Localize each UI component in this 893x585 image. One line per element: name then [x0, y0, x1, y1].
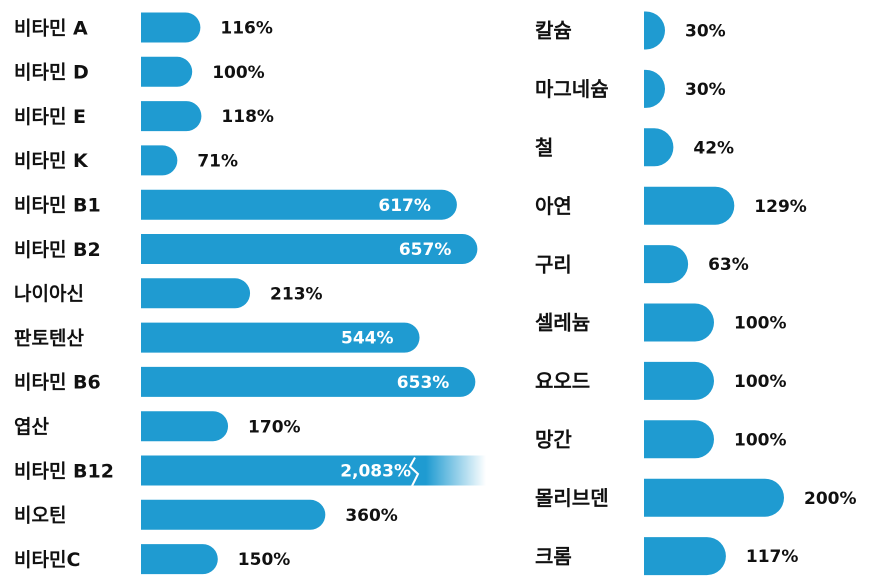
category-label: 셀레늄 [535, 311, 590, 335]
value-label: 129% [754, 197, 807, 217]
bar [141, 101, 202, 132]
category-label: 구리 [535, 252, 572, 276]
value-label: 360% [345, 506, 398, 526]
bar [644, 478, 784, 517]
category-label: 아연 [535, 194, 572, 218]
bar [644, 128, 674, 167]
bar [644, 245, 689, 284]
bar [141, 278, 251, 309]
category-label: 비타민 B1 [14, 195, 101, 217]
value-label: 657% [399, 240, 452, 260]
value-label: 617% [378, 196, 431, 216]
bar [141, 455, 426, 486]
category-label: 칼슘 [535, 19, 572, 43]
axis-break-mark [408, 457, 420, 487]
value-label: 213% [270, 284, 323, 304]
value-label: 63% [708, 255, 749, 275]
value-label: 653% [397, 373, 450, 393]
category-label: 철 [535, 136, 553, 160]
category-label: 엽산 [14, 416, 49, 438]
bar [141, 56, 193, 87]
bar [141, 499, 326, 530]
category-label: 몰리브덴 [535, 486, 609, 510]
bar-fade [426, 455, 486, 486]
value-label: 71% [197, 152, 238, 172]
category-label: 판토텐산 [14, 327, 84, 349]
value-label: 170% [248, 417, 301, 437]
value-label: 118% [221, 107, 274, 127]
value-label: 200% [804, 489, 857, 509]
value-label: 100% [212, 63, 265, 83]
bar [644, 69, 665, 108]
value-label: 544% [341, 329, 394, 349]
category-label: 비타민 D [14, 62, 89, 84]
bar [644, 11, 665, 50]
category-label: 비타민 A [14, 17, 88, 39]
value-label: 30% [685, 80, 726, 100]
bar [141, 234, 478, 264]
minerals-panel: 칼슘 30% 마그네슘 30% 철 42% 아연 129% 구리 63% 셀레늄 100% 요오드 100… [535, 11, 857, 576]
bar [644, 186, 735, 225]
category-label: 비타민C [14, 549, 80, 571]
bar [644, 303, 714, 342]
value-label: 100% [734, 430, 787, 450]
bar [141, 411, 229, 442]
category-label: 비오틴 [14, 505, 66, 527]
vitamins-panel: 비타민 A 116% 비타민 D 100% 비타민 E 118% 비타민 K 71% 비타민 B… [14, 12, 486, 575]
bar [141, 145, 178, 176]
bar [141, 366, 476, 397]
category-label: 비타민 B2 [14, 239, 101, 261]
category-label: 크롬 [535, 544, 572, 568]
value-label: 2,083% [340, 462, 411, 482]
bar [141, 322, 420, 353]
category-label: 비타민 B12 [14, 460, 114, 482]
category-label: 비타민 B6 [14, 372, 101, 394]
value-label: 100% [734, 372, 787, 392]
value-label: 30% [685, 22, 726, 42]
value-label: 42% [693, 138, 734, 158]
value-label: 150% [238, 550, 291, 570]
category-label: 나이아신 [14, 283, 84, 305]
bar [644, 537, 726, 576]
bar [141, 12, 201, 43]
value-label: 100% [734, 314, 787, 334]
category-label: 망간 [535, 428, 572, 452]
category-label: 비타민 K [14, 150, 89, 172]
value-label: 117% [746, 547, 799, 567]
category-label: 비타민 E [14, 106, 86, 128]
bar [141, 189, 457, 220]
bar [644, 361, 714, 400]
bar [644, 420, 714, 459]
bar [141, 544, 218, 575]
category-label: 요오드 [535, 369, 590, 393]
value-label: 116% [220, 19, 273, 39]
category-label: 마그네슘 [535, 77, 609, 101]
